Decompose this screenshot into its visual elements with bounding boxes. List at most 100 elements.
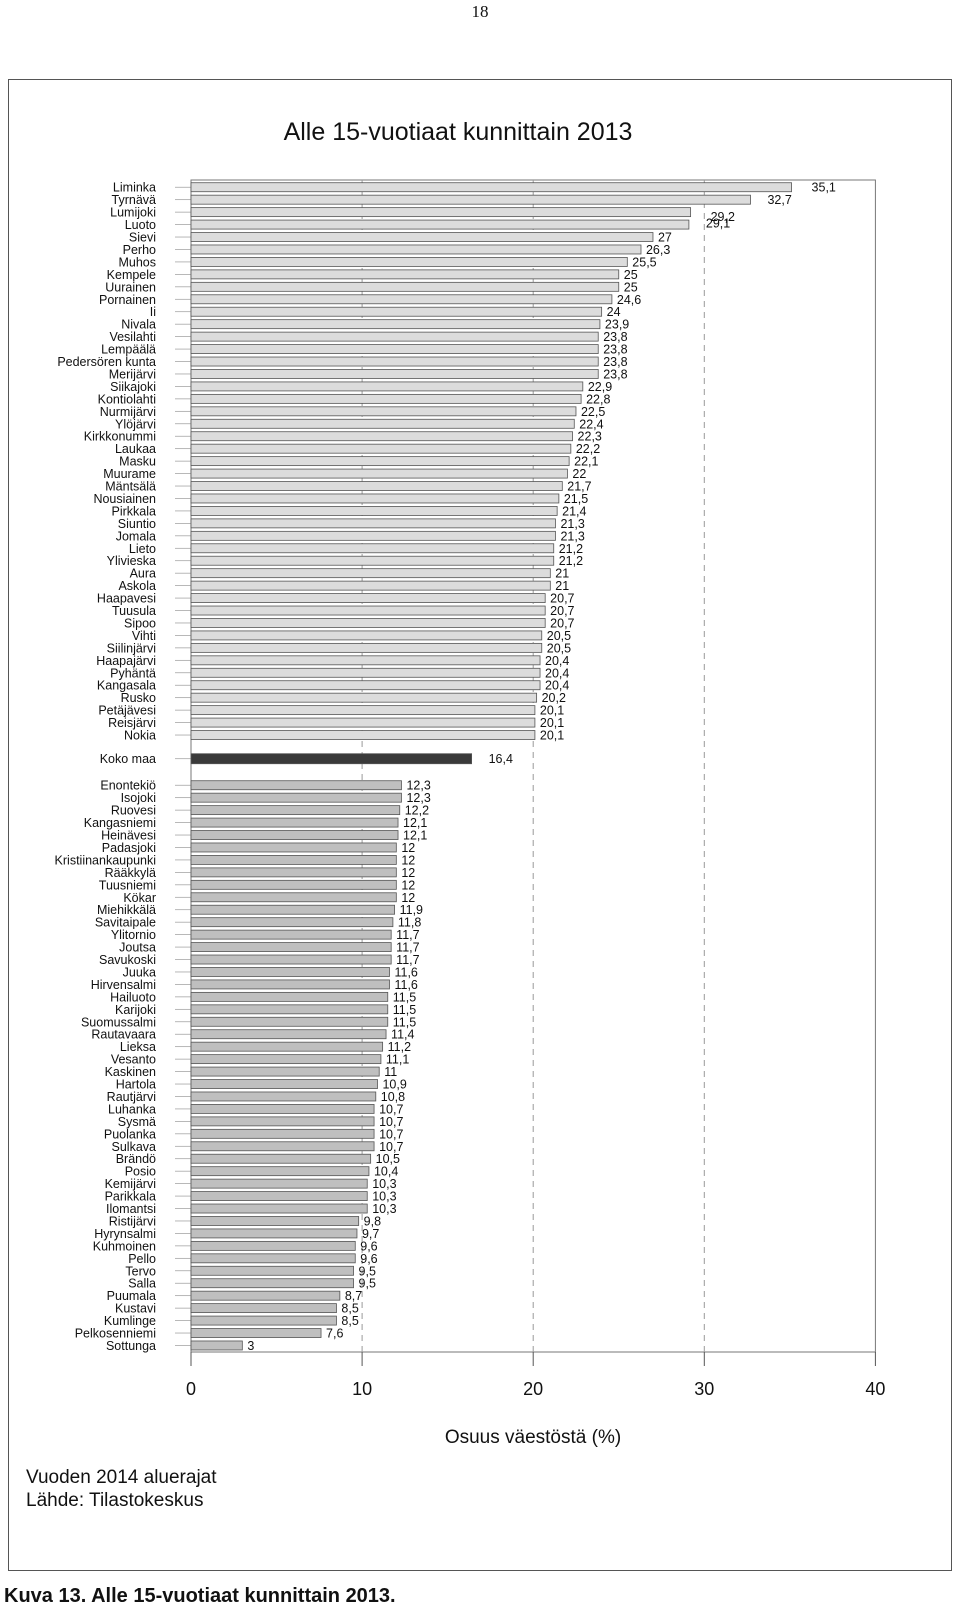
bar-sottunga: [190, 1340, 243, 1351]
value-label: 22,8: [586, 392, 610, 406]
category-label: Perho: [123, 243, 156, 257]
value-label: 12,1: [403, 816, 427, 830]
value-label: 9,5: [359, 1277, 376, 1291]
category-label: Hartola: [116, 1078, 156, 1092]
bar-kontiolahti: [190, 393, 582, 404]
category-label: Kumlinge: [104, 1314, 156, 1328]
value-label: 9,7: [362, 1227, 379, 1241]
bar-pirkkala: [190, 506, 558, 516]
category-label: Lieksa: [120, 1040, 156, 1054]
category-label: Reisjärvi: [108, 716, 156, 730]
bar-rautjärvi: [190, 1091, 377, 1102]
value-label: 11,7: [396, 928, 419, 942]
bar-salla: [190, 1278, 354, 1289]
value-label: 11,1: [386, 1053, 409, 1067]
category-label: Vihti: [132, 629, 156, 643]
value-label: 20,7: [550, 604, 574, 618]
bar-aura: [190, 568, 551, 579]
boundary-note: Vuoden 2014 aluerajat: [26, 1467, 217, 1488]
category-label: Muhos: [118, 255, 156, 269]
value-label: 20,2: [542, 691, 566, 705]
category-label: Ii: [150, 305, 156, 319]
value-label: 22: [572, 467, 586, 481]
bar-kristiinankaupunki: [190, 855, 397, 865]
value-label: 3: [247, 1339, 254, 1353]
bar-savukoski: [190, 954, 392, 965]
value-label: 29,1: [706, 217, 730, 231]
bar-liminka: [190, 182, 792, 193]
value-label: 11,8: [398, 916, 421, 930]
category-label: Puolanka: [104, 1127, 156, 1141]
bar-puolanka: [190, 1128, 375, 1139]
category-label: Nurmijärvi: [100, 405, 156, 419]
category-label: Rääkkylä: [105, 866, 156, 880]
bar-pello: [190, 1253, 356, 1264]
bar-uurainen: [190, 281, 620, 292]
value-label: 11,5: [393, 1015, 416, 1029]
bar-enontekiö: [190, 780, 402, 791]
value-label: 10,9: [382, 1078, 406, 1092]
category-label: Sysmä: [118, 1115, 156, 1129]
value-label: 22,4: [579, 417, 603, 431]
category-label: Heinävesi: [101, 829, 156, 843]
value-label: 12,3: [406, 779, 430, 793]
category-label: Ylitornio: [111, 928, 156, 942]
value-label: 10,7: [379, 1115, 403, 1129]
category-label: Hirvensalmi: [91, 978, 156, 992]
value-label: 21,5: [564, 492, 588, 506]
bar-haapavesi: [190, 593, 546, 603]
value-label: 23,8: [603, 355, 627, 369]
value-label: 21: [555, 567, 569, 581]
figure-caption: Kuva 13. Alle 15-vuotiaat kunnittain 201…: [4, 1585, 396, 1607]
category-label: Hailuoto: [110, 990, 156, 1004]
category-label: Uurainen: [105, 280, 156, 294]
bar-ruovesi: [190, 805, 401, 816]
value-label: 22,1: [574, 455, 598, 469]
bar-siuntio: [190, 518, 556, 529]
category-label: Juuka: [123, 965, 156, 979]
bar-hartola: [190, 1079, 378, 1089]
bar-askola: [190, 580, 551, 591]
category-label: Isojoki: [121, 791, 156, 805]
value-label: 25: [624, 268, 638, 282]
x-axis: 0 10 20 30 40: [186, 1352, 885, 1399]
bar-perho: [190, 244, 642, 255]
value-label: 22,3: [578, 430, 602, 444]
bar-sievi: [190, 232, 654, 242]
bar-ristijärvi: [190, 1216, 360, 1226]
bar-vesilahti: [190, 331, 599, 342]
bar-sipoo: [190, 618, 546, 628]
value-label: 11: [384, 1065, 397, 1079]
category-label: Lempäälä: [101, 343, 156, 357]
category-label: Kökar: [123, 891, 156, 905]
category-label: Petäjävesi: [98, 704, 156, 718]
bar-kempele: [190, 269, 620, 280]
value-label: 11,5: [393, 1003, 416, 1017]
category-label: Luhanka: [108, 1102, 156, 1116]
value-label: 21,4: [562, 504, 586, 518]
value-label: 16,4: [489, 752, 513, 766]
x-tick-label: 20: [523, 1379, 543, 1399]
category-label: Pello: [128, 1252, 156, 1266]
value-label: 21: [555, 579, 569, 593]
bar-brändö: [190, 1153, 372, 1164]
category-label: Pelkosenniemi: [75, 1327, 156, 1341]
bar-parikkala: [190, 1191, 368, 1201]
value-label: 11,7: [396, 941, 419, 955]
value-label: 23,8: [603, 367, 627, 381]
bar-tuusniemi: [190, 879, 397, 890]
category-label: Tuusula: [112, 604, 156, 618]
value-label: 20,1: [540, 716, 564, 730]
category-label: Rusko: [121, 691, 156, 705]
category-label: Ristijärvi: [109, 1214, 156, 1228]
value-label: 20,4: [545, 666, 569, 680]
category-label: Parikkala: [105, 1190, 156, 1204]
bar-tervo: [190, 1265, 354, 1276]
bar-rääkkylä: [190, 867, 397, 878]
bar-pedersören-kunta: [190, 356, 599, 367]
bar-ylitornio: [190, 929, 392, 940]
bar-kangasniemi: [190, 817, 399, 828]
value-labels: 35,132,729,229,12726,325,5252524,62423,9…: [247, 181, 836, 1353]
bar-posio: [190, 1166, 370, 1177]
